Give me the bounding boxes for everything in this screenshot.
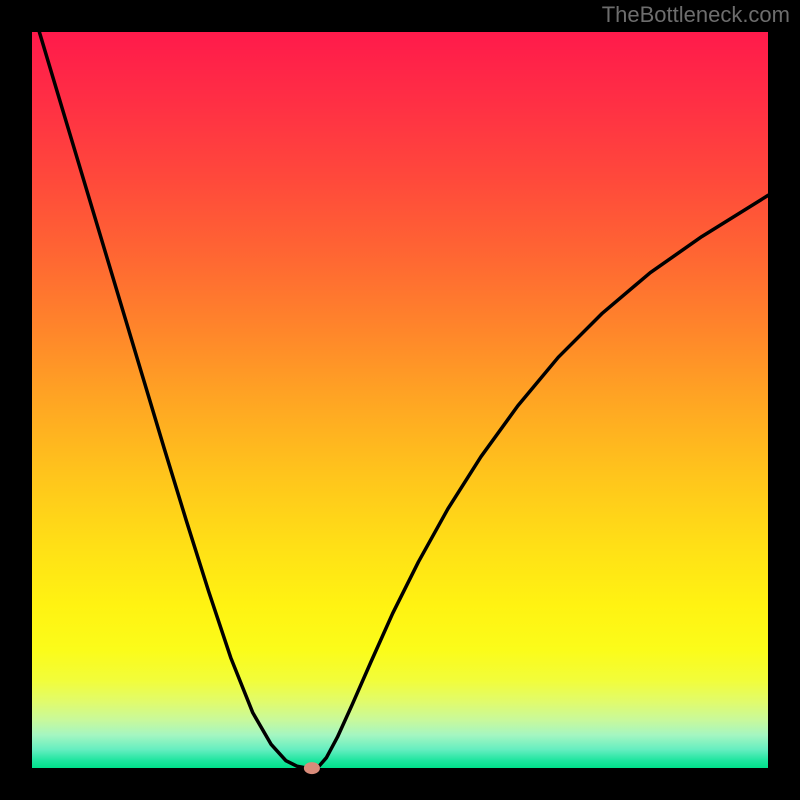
min-point-marker xyxy=(304,762,320,774)
chart-container: TheBottleneck.com xyxy=(0,0,800,800)
watermark-text: TheBottleneck.com xyxy=(602,2,790,28)
bottleneck-curve xyxy=(39,32,768,768)
curve-layer xyxy=(32,32,768,768)
plot-area xyxy=(32,32,768,768)
